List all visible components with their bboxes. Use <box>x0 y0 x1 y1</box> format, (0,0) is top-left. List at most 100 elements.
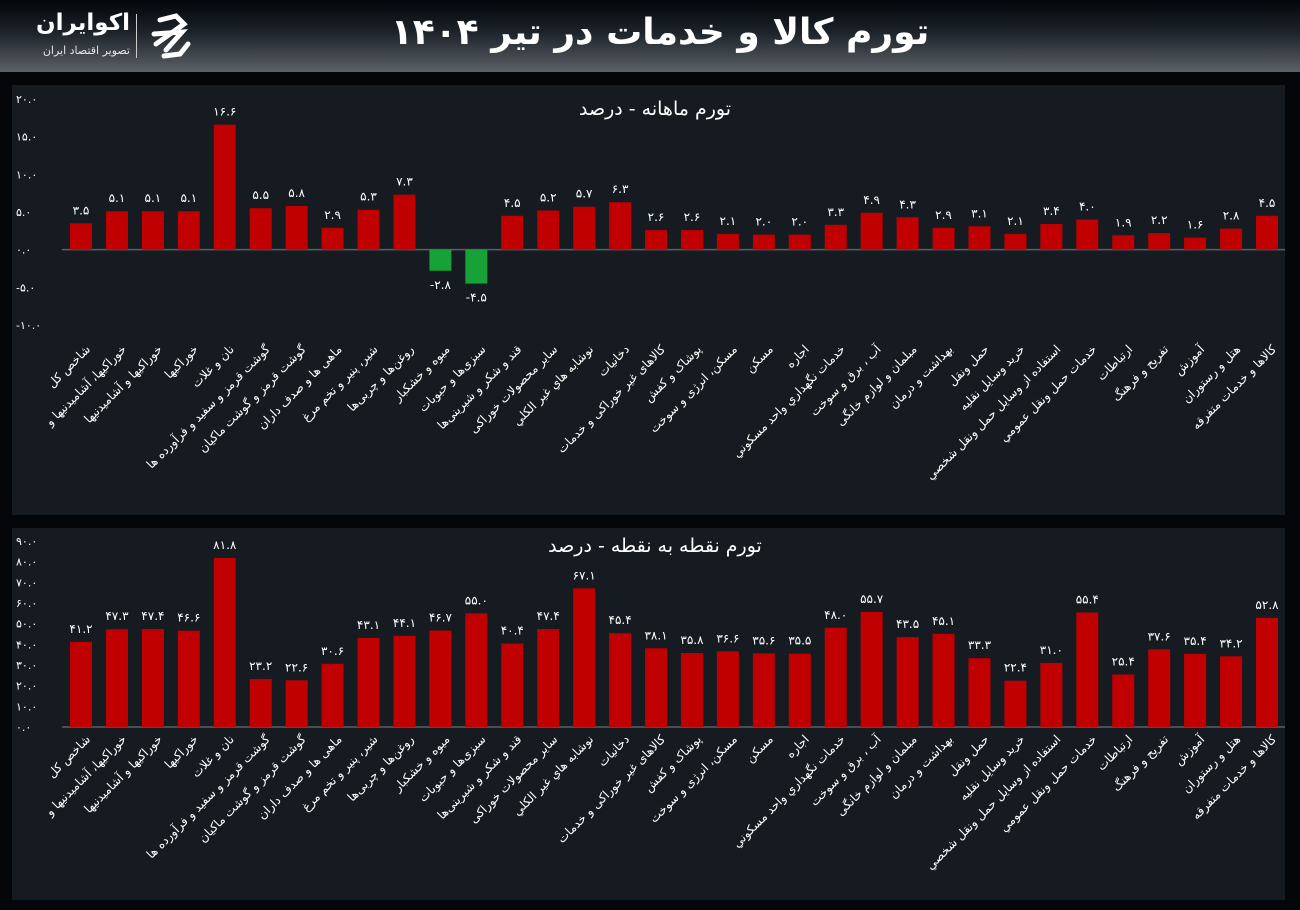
y-tick-label: ۴۰.۰ <box>16 638 37 651</box>
bar <box>1220 228 1243 250</box>
data-label: ۴۱.۲ <box>69 622 92 636</box>
bar <box>1184 237 1207 250</box>
data-label: ۴۷.۴ <box>537 609 560 623</box>
data-label: ۶.۳ <box>612 182 629 196</box>
data-label: ۴۰.۴ <box>501 624 524 638</box>
bar <box>1184 653 1207 727</box>
bar <box>501 643 524 727</box>
data-label: ۴۷.۴ <box>141 609 164 623</box>
bar <box>752 234 775 250</box>
data-label: ۴۶.۶ <box>177 611 200 625</box>
bar <box>645 648 668 727</box>
y-tick-label: ۲۰.۰ <box>16 680 37 693</box>
bar <box>824 224 847 250</box>
data-label: ۴.۰ <box>1079 200 1096 214</box>
bar <box>788 653 811 727</box>
bar <box>932 227 955 250</box>
bar <box>645 230 668 250</box>
data-label: ۴۳.۵ <box>896 617 919 631</box>
bar <box>1040 662 1063 727</box>
data-label: ۳۶.۶ <box>716 631 739 645</box>
data-label: ۲۲.۴ <box>1004 661 1027 675</box>
bar <box>465 249 488 284</box>
y-tick-label: ۶۰.۰ <box>16 597 37 610</box>
data-label: ۳۷.۶ <box>1148 629 1171 643</box>
data-label: ۲.۶ <box>648 210 665 224</box>
y-tick-label: ۱۰.۰ <box>16 168 37 181</box>
data-label: ۴۵.۱ <box>932 614 955 628</box>
data-label: ۳۵.۶ <box>752 633 775 647</box>
data-label: ۸۱.۸ <box>213 538 237 552</box>
bar <box>860 611 883 727</box>
data-label: ۳.۱ <box>971 206 988 220</box>
bar <box>105 629 128 727</box>
data-label: ۴۶.۷ <box>429 610 453 624</box>
bar <box>537 210 560 250</box>
bar <box>249 679 272 727</box>
bar <box>1076 612 1099 727</box>
data-label: ۵.۳ <box>360 190 377 204</box>
bar <box>501 215 524 250</box>
logo-name: اکوایران <box>35 10 130 36</box>
data-label: ۴.۳ <box>899 197 916 211</box>
bar <box>213 124 236 250</box>
bar <box>177 630 200 727</box>
bar <box>141 629 164 727</box>
data-label: ۲.۱ <box>1007 214 1024 228</box>
data-label: -۲.۸ <box>430 278 452 292</box>
data-label: ۳۸.۱ <box>644 628 667 642</box>
bar <box>429 630 452 727</box>
data-label: ۲.۶ <box>684 210 701 224</box>
data-label: ۳۵.۸ <box>680 633 704 647</box>
bar <box>1040 224 1063 250</box>
bar <box>1220 656 1243 727</box>
bar <box>321 663 344 727</box>
bar <box>1148 649 1171 727</box>
bar <box>1004 680 1027 727</box>
bar <box>680 230 703 250</box>
data-label: ۴۳.۱ <box>357 618 380 632</box>
bar <box>1076 219 1099 250</box>
bar <box>357 637 380 727</box>
data-label: ۴۸.۰ <box>824 608 847 622</box>
data-label: ۱.۶ <box>1187 218 1204 232</box>
y-tick-label: ۱۵.۰ <box>16 131 37 144</box>
data-label: ۵.۵ <box>252 188 269 202</box>
data-label: ۳۳.۳ <box>968 638 992 652</box>
data-label: ۵.۸ <box>288 186 305 200</box>
data-label: ۵۵.۴ <box>1076 593 1099 607</box>
bar <box>321 227 344 250</box>
bar <box>716 651 739 727</box>
bar <box>609 633 632 727</box>
bar <box>1112 235 1135 250</box>
bar <box>1004 233 1027 250</box>
main-title: تورم کالا و خدمات در تیر ۱۴۰۴ <box>390 12 930 53</box>
y-tick-label: ۸۰.۰ <box>16 556 37 569</box>
data-label: ۵۲.۸ <box>1255 598 1279 612</box>
data-label: ۴۵.۴ <box>609 613 632 627</box>
data-label: ۳.۳ <box>827 205 844 219</box>
data-label: ۲۲.۶ <box>285 660 308 674</box>
y-tick-label: ۷۰.۰ <box>16 576 37 589</box>
data-label: -۴.۵ <box>466 291 487 305</box>
data-label: ۶۷.۱ <box>573 568 596 582</box>
data-label: ۲.۲ <box>1151 213 1168 227</box>
bar <box>213 557 236 727</box>
bar <box>177 211 200 250</box>
bar <box>393 635 416 727</box>
bar <box>141 211 164 250</box>
data-label: ۵۵.۰ <box>465 593 488 607</box>
header-banner: اکوایران تصویر اقتصاد ایران تورم کالا و … <box>0 0 1300 72</box>
data-label: ۲.۹ <box>324 208 341 222</box>
data-label: ۵.۲ <box>540 190 557 204</box>
bar <box>896 217 919 250</box>
bar <box>1256 215 1278 250</box>
logo-tagline: تصویر اقتصاد ایران <box>42 44 130 57</box>
y-tick-label: ۵.۰ <box>16 206 31 219</box>
bar <box>609 202 632 250</box>
bar <box>680 653 703 727</box>
bar <box>429 249 452 271</box>
data-label: ۵.۱ <box>180 191 197 205</box>
bar <box>465 613 488 727</box>
